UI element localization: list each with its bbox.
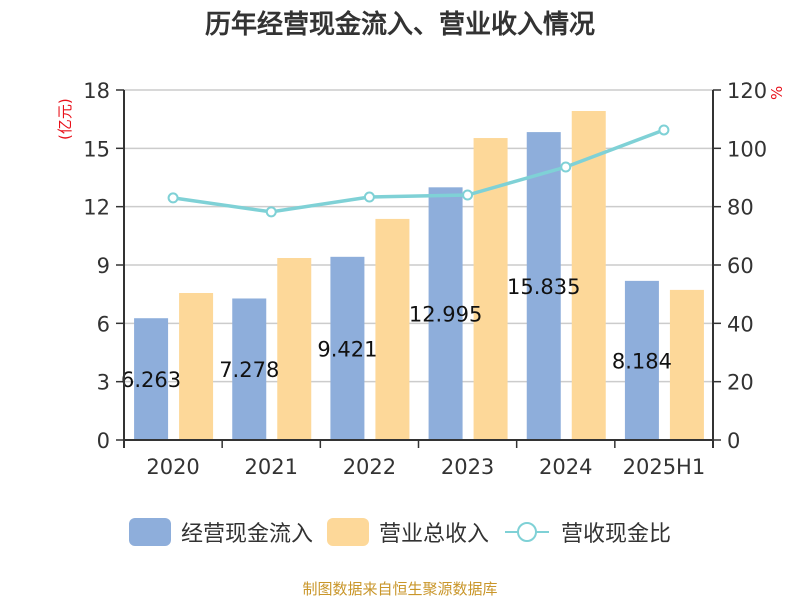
- left-axis-tick-label: 0: [97, 429, 110, 453]
- bar-value-label: 9.421: [317, 337, 377, 361]
- bar-value-label: 7.278: [219, 358, 279, 382]
- ratio-point[interactable]: [167, 192, 179, 204]
- bar-revenue[interactable]: [669, 289, 704, 440]
- ratio-point[interactable]: [265, 206, 277, 218]
- legend-item-revenue[interactable]: 营业总收入: [326, 516, 489, 548]
- legend-item-ratio[interactable]: 营收现金比: [503, 516, 671, 548]
- source-footer: 制图数据来自恒生聚源数据库: [302, 580, 498, 598]
- x-axis-tick-label: 2024: [539, 455, 592, 479]
- bar-cash-inflow[interactable]: [330, 256, 365, 440]
- left-axis-tick-label: 15: [83, 137, 110, 161]
- bar-value-label: 12.995: [409, 303, 482, 327]
- right-axis-tick-label: 60: [727, 254, 754, 278]
- ratio-line: [172, 128, 665, 214]
- ratio-point[interactable]: [658, 124, 670, 136]
- chart-title: 历年经营现金流入、营业收入情况: [204, 10, 595, 40]
- legend-label-revenue: 营业总收入: [378, 522, 489, 547]
- ratio-point[interactable]: [560, 161, 572, 173]
- left-axis-tick-label: 3: [97, 371, 110, 395]
- bar-revenue[interactable]: [571, 111, 606, 440]
- left-axis-unit: (亿元): [56, 98, 74, 140]
- x-axis-tick-label: 2020: [146, 455, 199, 479]
- right-axis-tick-label: 120: [727, 79, 767, 103]
- right-axis-tick-label: 20: [727, 371, 754, 395]
- bar-revenue[interactable]: [277, 258, 312, 440]
- revenue-swatch-icon: [326, 518, 369, 546]
- right-axis-tick-label: 0: [727, 429, 740, 453]
- bar-revenue[interactable]: [375, 218, 410, 440]
- left-axis-tick-label: 18: [83, 79, 110, 103]
- x-axis-tick-label: 2023: [441, 455, 494, 479]
- bar-cash-inflow[interactable]: [232, 298, 267, 440]
- left-axis-tick-label: 9: [97, 254, 110, 278]
- ratio-line-marker-icon: [505, 522, 549, 542]
- x-axis-tick-label: 2021: [245, 455, 298, 479]
- bar-cash-inflow[interactable]: [624, 280, 659, 440]
- right-axis-tick-label: 40: [727, 312, 754, 336]
- legend: 经营现金流入 营业总收入 营收现金比: [0, 516, 800, 548]
- bar-cash-inflow[interactable]: [526, 132, 561, 440]
- legend-label-cash-inflow: 经营现金流入: [180, 522, 313, 547]
- ratio-point[interactable]: [462, 189, 474, 201]
- bar-cash-inflow[interactable]: [428, 187, 463, 440]
- legend-label-ratio: 营收现金比: [561, 522, 672, 547]
- right-axis-unit: %: [768, 86, 786, 100]
- cash-inflow-swatch-icon: [128, 518, 171, 546]
- bar-value-label: 8.184: [612, 349, 672, 373]
- bar-revenue[interactable]: [179, 293, 214, 440]
- right-axis-tick-label: 100: [727, 137, 767, 161]
- legend-item-cash-inflow[interactable]: 经营现金流入: [128, 516, 313, 548]
- left-axis-tick-label: 6: [97, 312, 110, 336]
- right-axis-tick-label: 80: [727, 196, 754, 220]
- bar-value-label: 15.835: [507, 275, 580, 299]
- left-axis-tick-label: 12: [83, 196, 110, 220]
- ratio-point[interactable]: [363, 191, 375, 203]
- x-axis-tick-label: 2022: [343, 455, 396, 479]
- x-axis-tick-label: 2025H1: [623, 455, 706, 479]
- bar-cash-inflow[interactable]: [134, 318, 169, 440]
- bar-value-label: 6.263: [121, 368, 181, 392]
